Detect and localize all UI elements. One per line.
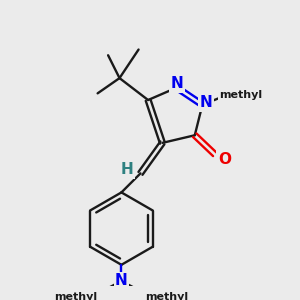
Text: methyl: methyl: [146, 292, 189, 300]
Text: methyl: methyl: [219, 90, 262, 100]
Text: methyl: methyl: [54, 292, 97, 300]
Text: N: N: [115, 274, 128, 289]
Text: N: N: [200, 95, 213, 110]
Text: N: N: [170, 76, 183, 91]
Text: O: O: [218, 152, 231, 166]
Text: H: H: [121, 162, 134, 177]
